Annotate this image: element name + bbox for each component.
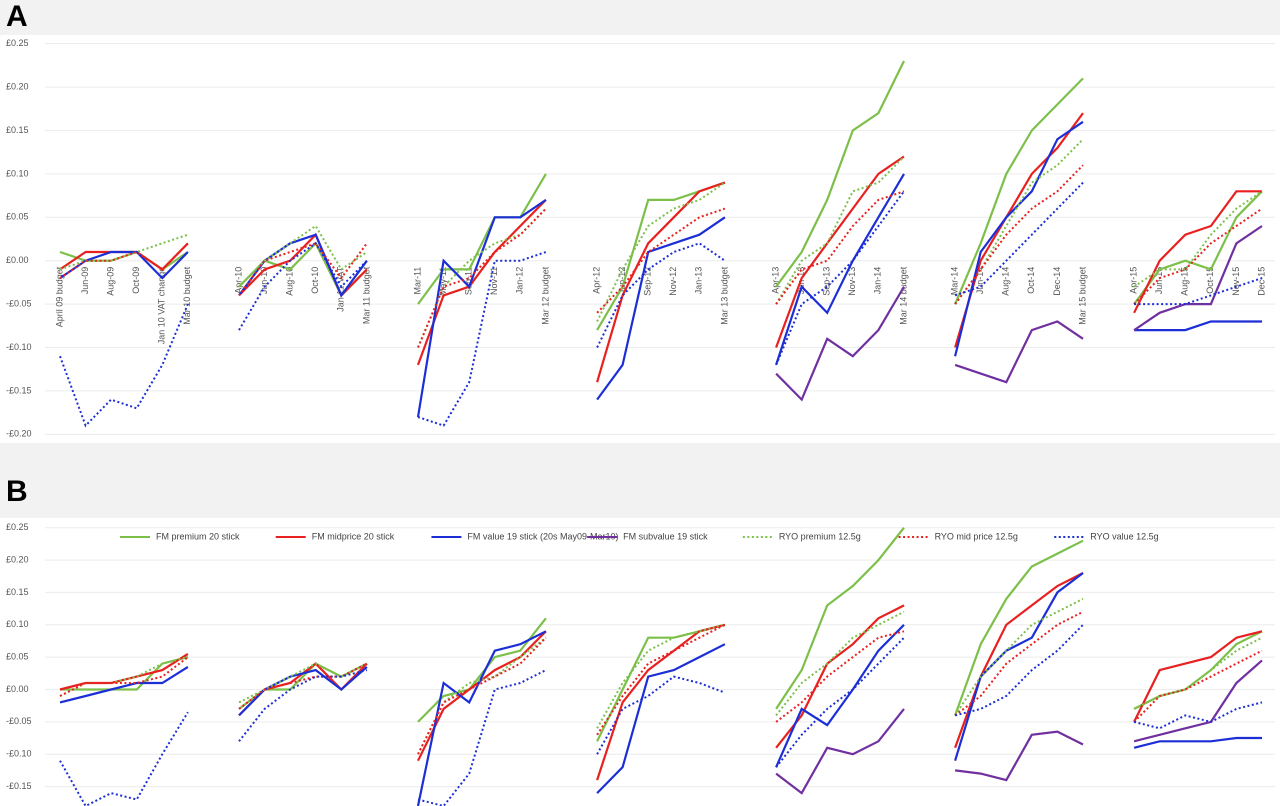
x-tick-label: Jan-13: [694, 267, 704, 295]
x-tick-label: Jan-14: [873, 267, 883, 295]
panel-title: A: [6, 0, 28, 33]
x-tick-label: Nov-12: [668, 267, 678, 296]
x-tick-label: Mar 12 budget: [540, 266, 550, 325]
x-tick-label: Aug-09: [106, 267, 116, 296]
y-tick-label: -£0.10: [6, 749, 32, 759]
line-series: [59, 572, 1262, 806]
line-series: [59, 598, 1263, 755]
x-tick-label: Nov-11: [489, 267, 499, 295]
x-tick-label: Jun-15: [1154, 267, 1164, 295]
y-tick-label: £0.20: [6, 81, 29, 91]
legend-label: FM value 19 stick (20s May09-Mar10): [467, 531, 618, 541]
legend-label: RYO premium 12.5g: [779, 531, 861, 541]
x-tick-label: Nov-13: [847, 267, 857, 296]
line-series: [59, 610, 1263, 755]
x-tick-label: Jan-12: [515, 267, 525, 295]
x-tick-label: April 09 budget: [54, 266, 64, 327]
x-tick-label: Dec-15: [1256, 267, 1266, 296]
y-tick-label: -£0.05: [6, 298, 32, 308]
x-tick-label: Oct-09: [131, 267, 141, 294]
y-tick-label: £0.20: [6, 554, 29, 564]
legend-label: RYO value 12.5g: [1090, 531, 1158, 541]
x-tick-label: Sep-13: [822, 267, 832, 296]
y-tick-label: £0.15: [6, 587, 29, 597]
y-tick-label: £0.25: [6, 522, 29, 532]
x-tick-label: Aug-14: [1001, 267, 1011, 296]
x-tick-label: Apr-12: [591, 267, 601, 294]
y-tick-label: -£0.15: [6, 781, 32, 791]
x-tick-label: Mar-11: [412, 267, 422, 295]
line-series: [59, 164, 1263, 348]
x-tick-label: Mar 13 budget: [719, 266, 729, 325]
x-tick-label: Jun-12: [617, 267, 627, 295]
y-tick-label: £0.10: [6, 168, 29, 178]
y-tick-label: -£0.15: [6, 385, 32, 395]
x-tick-label: Jan 11 VAT: [336, 266, 346, 312]
y-tick-label: £0.10: [6, 619, 29, 629]
x-tick-label: Apr-15: [1129, 267, 1139, 294]
x-tick-label: Jan 10 VAT change: [157, 267, 167, 345]
y-tick-label: -£0.05: [6, 716, 32, 726]
x-tick-label: Jun-10: [259, 267, 269, 295]
x-tick-label: Mar 15 budget: [1077, 266, 1087, 325]
x-tick-label: Aug-15: [1180, 267, 1190, 296]
panel-title: B: [6, 475, 28, 508]
y-tick-label: £0.00: [6, 255, 29, 265]
x-tick-label: Nov-15: [1231, 267, 1241, 296]
legend-label: FM subvalue 19 stick: [623, 531, 708, 541]
x-tick-label: Dec-14: [1052, 267, 1062, 296]
x-tick-label: Oct-14: [1026, 267, 1036, 294]
y-tick-label: £0.00: [6, 684, 29, 694]
y-tick-label: £0.05: [6, 212, 29, 222]
line-series: [59, 181, 1263, 428]
x-tick-label: Apr-10: [233, 267, 243, 294]
x-tick-label: Oct-15: [1205, 267, 1215, 294]
y-tick-label: -£0.20: [6, 429, 32, 439]
x-tick-label: Sep-12: [643, 267, 653, 296]
x-tick-label: Jun-09: [80, 267, 90, 295]
x-tick-label: Jun-14: [975, 267, 985, 295]
y-tick-label: £0.25: [6, 38, 29, 48]
x-tick-label: Mar 11 budget: [361, 266, 371, 324]
line-series: [775, 659, 1263, 795]
x-tick-label: Oct-10: [310, 267, 320, 294]
panel-b-background: [0, 518, 1280, 806]
x-tick-label: Mar 14 budget: [898, 266, 908, 325]
legend-label: FM midprice 20 stick: [312, 531, 395, 541]
x-tick-label: Sep-11: [464, 267, 474, 295]
x-tick-label: Mar-14: [949, 267, 959, 296]
line-series: [775, 225, 1263, 402]
x-tick-label: Mar 10 budget: [182, 266, 192, 325]
line-series: [59, 60, 1263, 331]
line-series: [60, 527, 1263, 742]
x-tick-label: Apr-13: [770, 267, 780, 294]
y-tick-label: -£0.10: [6, 342, 32, 352]
y-tick-label: £0.05: [6, 652, 29, 662]
panel-a-background: [0, 35, 1280, 443]
y-tick-label: £0.15: [6, 125, 29, 135]
x-tick-label: Aug-10: [285, 267, 295, 296]
legend-label: FM premium 20 stick: [156, 531, 240, 541]
line-series: [59, 138, 1263, 348]
legend-label: RYO mid price 12.5g: [935, 531, 1018, 541]
x-tick-label: May-11: [438, 267, 448, 296]
